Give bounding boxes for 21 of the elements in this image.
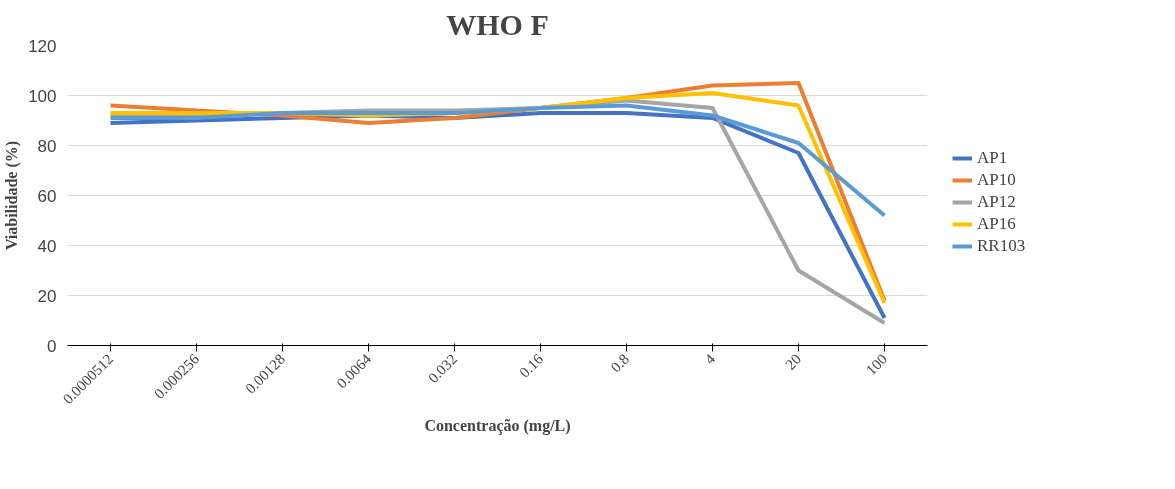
x-axis-title: Concentração (mg/L): [424, 416, 571, 435]
y-axis-title: Viabilidade (%): [3, 140, 22, 251]
legend-label: RR103: [977, 236, 1026, 256]
legend-label: AP12: [977, 192, 1016, 212]
y-tick-label: 120: [28, 36, 57, 56]
x-tick-label: 20: [782, 350, 805, 373]
line-series: [108, 103, 887, 218]
x-tick-label: 4: [701, 350, 719, 368]
y-tick-label: 40: [37, 236, 57, 256]
x-tick-label: 100: [862, 350, 891, 379]
x-tick-label: 0.16: [516, 350, 547, 381]
y-tick-label: 100: [28, 86, 57, 106]
y-tick-label: 80: [37, 136, 57, 156]
legend-label: AP16: [977, 214, 1016, 234]
legend-label: AP1: [977, 148, 1008, 168]
x-tick-label: 0.8: [607, 350, 633, 376]
y-tick-label: 0: [47, 336, 57, 356]
chart-title: WHO F: [446, 7, 549, 41]
y-tick-label: 60: [37, 186, 57, 206]
y-tick-label: 20: [37, 286, 57, 306]
legend-label: AP10: [977, 170, 1016, 190]
